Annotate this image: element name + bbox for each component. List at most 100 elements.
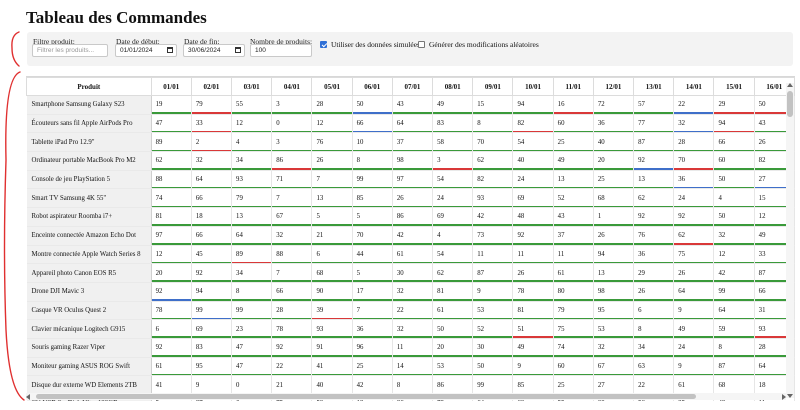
product-column-header[interactable]: Produit	[26, 77, 152, 96]
date-column-header[interactable]: 02/01	[190, 77, 233, 96]
order-count-cell[interactable]: 82	[512, 114, 554, 134]
order-count-cell[interactable]: 95	[593, 301, 635, 321]
order-count-cell[interactable]: 7	[352, 301, 393, 321]
order-count-cell[interactable]: 49	[432, 95, 474, 115]
order-count-cell[interactable]: 79	[231, 188, 273, 209]
order-count-cell[interactable]: 25	[553, 375, 594, 395]
scroll-right-arrow[interactable]	[782, 393, 786, 400]
order-count-cell[interactable]: 43	[553, 207, 594, 227]
random-changes-checkbox[interactable]	[418, 41, 425, 48]
order-count-cell[interactable]: 45	[191, 245, 233, 265]
order-count-cell[interactable]: 32	[392, 319, 434, 339]
order-count-cell[interactable]: 79	[553, 301, 594, 321]
date-column-header[interactable]: 03/01	[231, 77, 273, 96]
order-count-cell[interactable]: 66	[271, 282, 313, 302]
order-count-cell[interactable]: 98	[392, 151, 434, 171]
order-count-cell[interactable]: 33	[191, 114, 233, 134]
order-count-cell[interactable]: 83	[191, 338, 233, 358]
order-count-cell[interactable]: 12	[713, 245, 755, 265]
order-count-cell[interactable]: 64	[392, 114, 434, 134]
order-count-cell[interactable]: 32	[271, 226, 313, 246]
order-count-cell[interactable]: 76	[311, 132, 353, 153]
order-count-cell[interactable]: 25	[352, 357, 393, 377]
order-count-cell[interactable]: 92	[512, 226, 554, 246]
order-count-cell[interactable]: 0	[271, 114, 313, 134]
order-count-cell[interactable]: 97	[151, 226, 192, 246]
order-count-cell[interactable]: 61	[151, 357, 192, 377]
order-count-cell[interactable]: 9	[472, 282, 514, 302]
order-count-cell[interactable]: 3	[432, 151, 474, 171]
order-count-cell[interactable]: 89	[151, 132, 192, 153]
order-count-cell[interactable]: 13	[311, 188, 353, 209]
order-count-cell[interactable]: 7	[271, 188, 313, 209]
order-count-cell[interactable]: 86	[271, 151, 313, 171]
order-count-cell[interactable]: 70	[472, 132, 514, 153]
order-count-cell[interactable]: 26	[633, 282, 675, 302]
order-count-cell[interactable]: 95	[191, 357, 233, 377]
order-count-cell[interactable]: 5	[352, 263, 393, 283]
order-count-cell[interactable]: 79	[191, 95, 233, 115]
order-count-cell[interactable]: 25	[553, 132, 594, 153]
order-count-cell[interactable]: 4	[231, 132, 273, 153]
order-count-cell[interactable]: 94	[593, 245, 635, 265]
order-count-cell[interactable]: 50	[713, 170, 755, 190]
order-count-cell[interactable]: 92	[151, 282, 192, 302]
order-count-cell[interactable]: 12	[311, 114, 353, 134]
order-count-cell[interactable]: 63	[633, 357, 675, 377]
order-count-cell[interactable]: 8	[633, 319, 675, 339]
order-count-cell[interactable]: 60	[713, 151, 755, 171]
order-count-cell[interactable]: 64	[673, 282, 715, 302]
date-column-header[interactable]: 06/01	[351, 77, 393, 96]
order-count-cell[interactable]: 50	[432, 319, 474, 339]
order-count-cell[interactable]: 54	[432, 245, 474, 265]
order-count-cell[interactable]: 20	[432, 338, 474, 358]
order-count-cell[interactable]: 28	[673, 132, 715, 153]
start-date-input[interactable]: 01/01/2024	[115, 44, 177, 57]
order-count-cell[interactable]: 11	[392, 338, 434, 358]
table-row[interactable]: Montre connectée Apple Watch Series 8 12 4…	[26, 245, 795, 265]
order-count-cell[interactable]: 10	[352, 132, 393, 153]
date-column-header[interactable]: 15/01	[713, 77, 755, 96]
order-count-cell[interactable]: 42	[352, 375, 393, 395]
order-count-cell[interactable]: 36	[633, 245, 675, 265]
calendar-icon[interactable]	[235, 47, 241, 53]
table-row[interactable]: Souris gaming Razer Viper 92 83 47 92 91 96 11 2…	[26, 338, 795, 358]
order-count-cell[interactable]: 16	[553, 95, 594, 115]
table-row[interactable]: Enceinte connectée Amazon Echo Dot 97 66 64…	[26, 226, 795, 246]
order-count-cell[interactable]: 23	[231, 319, 273, 339]
order-count-cell[interactable]: 93	[231, 170, 273, 190]
order-count-cell[interactable]: 50	[352, 95, 393, 115]
order-count-cell[interactable]: 22	[271, 357, 313, 377]
order-count-cell[interactable]: 94	[713, 114, 755, 134]
order-count-cell[interactable]: 17	[352, 282, 393, 302]
order-count-cell[interactable]: 99	[713, 282, 755, 302]
product-count-input[interactable]: 100	[250, 44, 312, 57]
order-count-cell[interactable]: 74	[553, 338, 594, 358]
order-count-cell[interactable]: 55	[231, 95, 273, 115]
order-count-cell[interactable]: 94	[191, 282, 233, 302]
order-count-cell[interactable]: 81	[151, 207, 192, 227]
order-count-cell[interactable]: 67	[271, 207, 313, 227]
order-count-cell[interactable]: 68	[311, 263, 353, 283]
order-count-cell[interactable]: 21	[311, 226, 353, 246]
order-count-cell[interactable]: 78	[271, 319, 313, 339]
order-count-cell[interactable]: 53	[472, 301, 514, 321]
order-count-cell[interactable]: 81	[512, 301, 554, 321]
order-count-cell[interactable]: 8	[231, 282, 273, 302]
order-count-cell[interactable]: 78	[151, 301, 192, 321]
order-count-cell[interactable]: 29	[633, 263, 675, 283]
order-count-cell[interactable]: 82	[472, 170, 514, 190]
order-count-cell[interactable]: 18	[191, 207, 233, 227]
table-row[interactable]: Moniteur gaming ASUS ROG Swift 61 95 47 22 41…	[26, 357, 795, 377]
order-count-cell[interactable]: 59	[713, 319, 755, 339]
order-count-cell[interactable]: 52	[553, 188, 594, 209]
order-count-cell[interactable]: 53	[593, 319, 635, 339]
order-count-cell[interactable]: 42	[713, 263, 755, 283]
table-row[interactable]: Robot aspirateur Roomba i7+ 81 18 13 67 5 5 86 6…	[26, 207, 795, 227]
order-count-cell[interactable]: 28	[271, 301, 313, 321]
vertical-scrollbar[interactable]	[786, 83, 794, 398]
order-count-cell[interactable]: 8	[472, 114, 514, 134]
order-count-cell[interactable]: 69	[432, 207, 474, 227]
order-count-cell[interactable]: 57	[633, 95, 675, 115]
order-count-cell[interactable]: 83	[432, 114, 474, 134]
